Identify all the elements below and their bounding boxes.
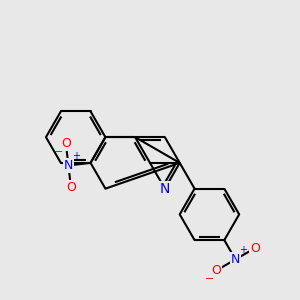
Text: O: O — [61, 137, 71, 150]
Text: N: N — [231, 253, 240, 266]
Text: O: O — [250, 242, 260, 255]
Text: N: N — [64, 159, 73, 172]
Text: −: − — [54, 147, 64, 157]
Text: +: + — [72, 151, 80, 161]
Text: O: O — [211, 264, 221, 277]
Text: N: N — [160, 182, 170, 196]
Text: −: − — [204, 274, 214, 284]
Text: O: O — [66, 181, 76, 194]
Text: +: + — [239, 245, 247, 255]
